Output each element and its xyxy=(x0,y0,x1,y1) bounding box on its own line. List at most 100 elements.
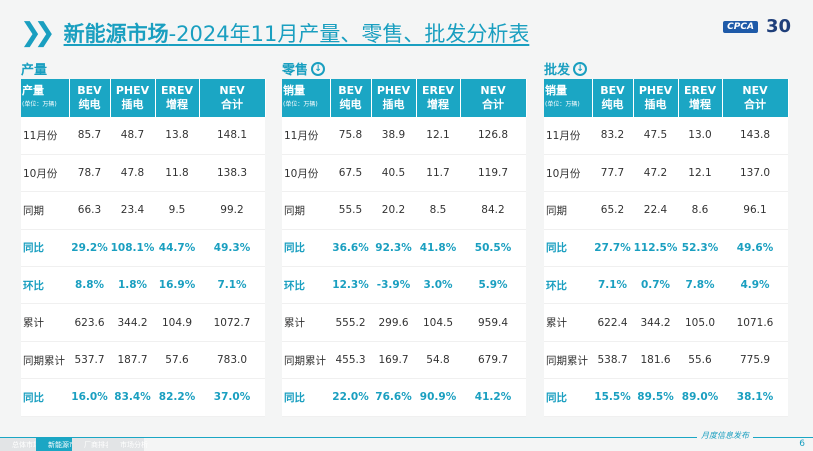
tab-market-analysis[interactable]: 市场分析 xyxy=(108,438,148,451)
data-table: 销量 (单位：万辆) BEV 纯电 PHEV 插电 EREV 增程 NEV 合计 11月份 75.8 3… xyxy=(282,79,527,417)
anniversary-logo: 30 xyxy=(765,16,791,37)
cell-value: 36.6% xyxy=(330,229,371,268)
cell-value: 783.0 xyxy=(199,341,265,380)
cell-value: 47.5 xyxy=(633,117,678,155)
cell-value: 13.8 xyxy=(155,117,199,155)
row-label: 10月份 xyxy=(282,154,330,193)
row-label: 同比 xyxy=(282,229,330,268)
cell-value: 7.8% xyxy=(678,266,722,305)
cell-value: 148.1 xyxy=(199,117,265,155)
row-label: 同比 xyxy=(21,229,69,268)
row-label: 同比 xyxy=(282,378,330,417)
row-label: 10月份 xyxy=(21,154,69,193)
cell-value: 4.9% xyxy=(722,266,788,305)
table-row: 11月份 85.7 48.7 13.8 148.1 xyxy=(21,117,265,155)
cell-value: 57.6 xyxy=(155,341,199,380)
tab-nev-market[interactable]: 新能源市场 xyxy=(36,438,83,451)
row-label: 同期累计 xyxy=(544,341,592,380)
table-row: 同期 65.2 22.4 8.6 96.1 xyxy=(544,191,788,230)
table-row: 同期累计 537.7 187.7 57.6 783.0 xyxy=(21,341,265,380)
row-label: 11月份 xyxy=(282,117,330,155)
table-row: 同期 55.5 20.2 8.5 84.2 xyxy=(282,191,526,230)
header-phev: PHEV 插电 xyxy=(110,79,156,117)
section-2: 批发 ↓ 销量 (单位：万辆) BEV 纯电 PHEV 插电 EREV 增程 NEV 合计 11月份 8… xyxy=(544,58,789,417)
cell-value: 181.6 xyxy=(633,341,678,380)
cell-value: 1.8% xyxy=(110,266,155,305)
table-row: 累计 555.2 299.6 104.5 959.4 xyxy=(282,303,526,342)
header-erev: EREV 增程 xyxy=(416,79,461,117)
cell-value: 12.1 xyxy=(416,117,460,155)
cell-value: 11.8 xyxy=(155,154,199,193)
table-row: 累计 623.6 344.2 104.9 1072.7 xyxy=(21,303,265,342)
row-label: 累计 xyxy=(21,303,69,342)
cell-value: 105.0 xyxy=(678,303,722,342)
table-row: 累计 622.4 344.2 105.0 1071.6 xyxy=(544,303,788,342)
cell-value: 3.0% xyxy=(416,266,460,305)
cell-value: 50.5% xyxy=(460,229,526,268)
cell-value: 344.2 xyxy=(110,303,155,342)
cell-value: 52.3% xyxy=(678,229,722,268)
cell-value: 112.5% xyxy=(633,229,678,268)
cell-value: 7.1% xyxy=(592,266,633,305)
tab-overall-market[interactable]: 总体市场 xyxy=(0,438,40,451)
cell-value: 75.8 xyxy=(330,117,371,155)
title-suffix: -2024年11月产量、零售、批发分析表 xyxy=(168,22,530,46)
cell-value: 29.2% xyxy=(69,229,110,268)
section-0: 产量 产量 (单位：万辆) BEV 纯电 PHEV 插电 EREV 增程 NEV 合计 11月份 85… xyxy=(21,58,266,417)
section-title: 产量 xyxy=(21,58,265,79)
cell-value: 1071.6 xyxy=(722,303,788,342)
cell-value: 622.4 xyxy=(592,303,633,342)
row-label: 10月份 xyxy=(544,154,592,193)
table-row: 11月份 83.2 47.5 13.0 143.8 xyxy=(544,117,788,155)
page-number: 6 xyxy=(799,439,805,449)
cell-value: 27.7% xyxy=(592,229,633,268)
cell-value: 82.2% xyxy=(155,378,199,417)
tab-manufacturer-ranking[interactable]: 厂商排名 xyxy=(72,438,112,451)
header-bev: BEV 纯电 xyxy=(69,79,111,117)
row-label: 同期累计 xyxy=(21,341,69,380)
row-label: 同比 xyxy=(544,229,592,268)
cell-value: 1072.7 xyxy=(199,303,265,342)
cell-value: 90.9% xyxy=(416,378,460,417)
cell-value: 0.7% xyxy=(633,266,678,305)
cell-value: 37.0% xyxy=(199,378,265,417)
cell-value: 85.7 xyxy=(69,117,110,155)
header-row: 销量 (单位：万辆) BEV 纯电 PHEV 插电 EREV 增程 NEV 合计 xyxy=(544,79,789,117)
arrow-down-circle-icon[interactable]: ↓ xyxy=(311,61,326,76)
cell-value: 92.3% xyxy=(371,229,416,268)
cell-value: 623.6 xyxy=(69,303,110,342)
table-row: 11月份 75.8 38.9 12.1 126.8 xyxy=(282,117,526,155)
arrow-down-circle-icon[interactable]: ↓ xyxy=(573,61,588,76)
row-label: 累计 xyxy=(544,303,592,342)
cell-value: 538.7 xyxy=(592,341,633,380)
section-title-text: 产量 xyxy=(21,63,48,78)
cell-value: 13.0 xyxy=(678,117,722,155)
bottom-tabs: 总体市场 新能源市场 厂商排名 市场分析 xyxy=(0,438,148,451)
section-title-text: 零售 xyxy=(282,63,309,78)
cell-value: 16.9% xyxy=(155,266,199,305)
double-chevron-icon: ❯❯ xyxy=(20,18,55,48)
cell-value: 299.6 xyxy=(371,303,416,342)
cell-value: 775.9 xyxy=(722,341,788,380)
cell-value: 344.2 xyxy=(633,303,678,342)
table-row: 环比 12.3% -3.9% 3.0% 5.9% xyxy=(282,266,526,305)
cell-value: 41.8% xyxy=(416,229,460,268)
table-row: 同比 36.6% 92.3% 41.8% 50.5% xyxy=(282,229,526,268)
cell-value: 138.3 xyxy=(199,154,265,193)
cell-value: 555.2 xyxy=(330,303,371,342)
cell-value: 679.7 xyxy=(460,341,526,380)
cell-value: 55.5 xyxy=(330,191,371,230)
cell-value: 104.9 xyxy=(155,303,199,342)
cell-value: 16.0% xyxy=(69,378,110,417)
cell-value: 119.7 xyxy=(460,154,526,193)
table-row: 环比 7.1% 0.7% 7.8% 4.9% xyxy=(544,266,788,305)
cell-value: 89.0% xyxy=(678,378,722,417)
cell-value: 8.8% xyxy=(69,266,110,305)
cell-value: 15.5% xyxy=(592,378,633,417)
cell-value: 537.7 xyxy=(69,341,110,380)
cell-value: 11.7 xyxy=(416,154,460,193)
section-1: 零售 ↓ 销量 (单位：万辆) BEV 纯电 PHEV 插电 EREV 增程 NEV 合计 11月份 7… xyxy=(282,58,527,417)
cell-value: 169.7 xyxy=(371,341,416,380)
table-row: 同比 15.5% 89.5% 89.0% 38.1% xyxy=(544,378,788,417)
cell-value: 187.7 xyxy=(110,341,155,380)
